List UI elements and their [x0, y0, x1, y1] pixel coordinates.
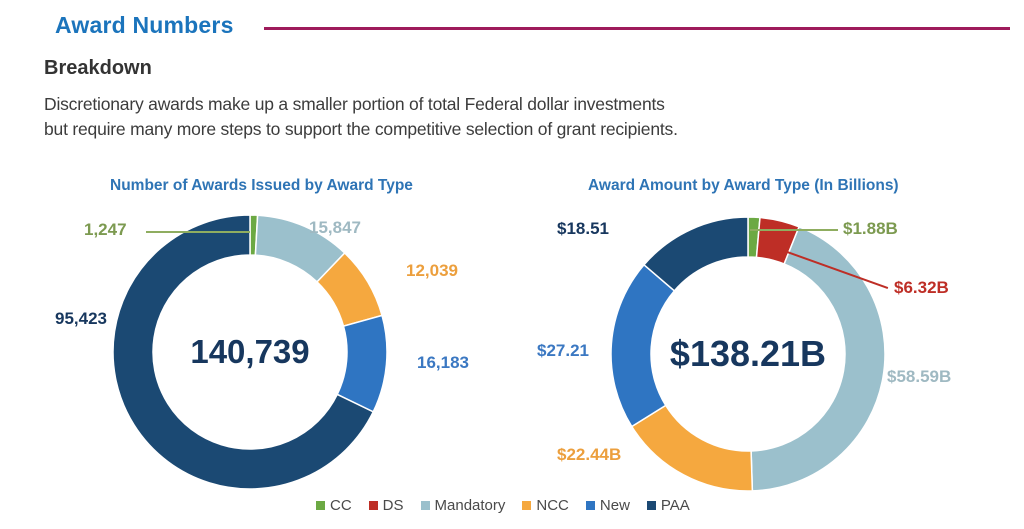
section-heading: Breakdown: [44, 57, 152, 79]
label-paa-amount: $18.51: [557, 219, 609, 238]
legend-item-ncc: NCC: [522, 497, 569, 514]
new-swatch-icon: [585, 501, 595, 510]
legend-label-paa: PAA: [660, 497, 690, 514]
label-mandatory-count: 15,847: [309, 218, 361, 237]
legend-item-ds: DS: [368, 497, 404, 514]
section-description: Discretionary awards make up a smaller p…: [44, 92, 678, 142]
slice-paa: [112, 214, 375, 490]
label-paa-count: 95,423: [55, 309, 107, 328]
right-chart-title: Award Amount by Award Type (In Billions): [588, 177, 899, 194]
cc-swatch-icon: [316, 501, 325, 510]
paa-swatch-icon: [646, 501, 656, 510]
label-cc-amount: $1.88B: [843, 219, 898, 238]
label-ncc-amount: $22.44B: [557, 445, 622, 464]
description-line-1: Discretionary awards make up a smaller p…: [44, 94, 665, 114]
description-line-2: but require many more steps to support t…: [44, 118, 678, 139]
legend-label-cc: CC: [330, 497, 352, 514]
slice-mandatory: [750, 225, 886, 492]
label-cc-count: 1,247: [84, 220, 127, 239]
page-title: Award Numbers: [55, 12, 234, 38]
legend-label-mandatory: Mandatory: [434, 497, 506, 514]
mandatory-swatch-icon: [420, 501, 430, 510]
leader-line-cc-amount: [750, 229, 838, 231]
award-amount-donut-chart: $138.21B: [608, 214, 888, 494]
ds-swatch-icon: [368, 501, 378, 510]
awards-count-total: 140,739: [190, 333, 310, 370]
label-new-count: 16,183: [417, 353, 469, 372]
legend-item-mandatory: Mandatory: [420, 497, 506, 514]
label-new-amount: $27.21: [537, 341, 589, 360]
leader-line-cc-count: [146, 231, 250, 233]
legend-label-ncc: NCC: [536, 497, 569, 514]
label-mandatory-amount: $58.59B: [887, 367, 952, 386]
awards-count-donut-chart: 140,739: [110, 212, 390, 492]
awards-count-donut-svg: [112, 214, 388, 490]
label-ncc-count: 12,039: [406, 261, 458, 280]
award-amount-total: $138.21B: [669, 333, 827, 374]
left-chart-title: Number of Awards Issued by Award Type: [110, 177, 413, 194]
legend-item-new: New: [585, 497, 630, 514]
legend-label-ds: DS: [382, 497, 404, 514]
title-rule-divider: [264, 27, 1010, 30]
legend-label-new: New: [599, 497, 630, 514]
chart-legend: CC DS Mandatory NCC New PAA: [316, 497, 690, 514]
legend-item-paa: PAA: [646, 497, 690, 514]
legend-item-cc: CC: [316, 497, 352, 514]
award-amount-donut-svg: [610, 216, 886, 492]
label-ds-amount: $6.32B: [894, 278, 949, 297]
ncc-swatch-icon: [522, 501, 532, 510]
slice-paa: [642, 216, 749, 292]
